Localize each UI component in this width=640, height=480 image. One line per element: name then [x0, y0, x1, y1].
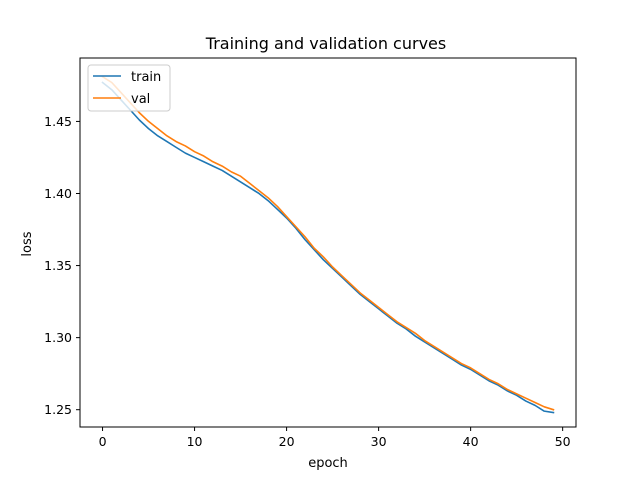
legend-label-val: val [131, 92, 150, 107]
x-tick-label: 40 [463, 434, 479, 449]
series-line-val [101, 75, 555, 411]
x-tick-label: 10 [187, 434, 203, 449]
axes-frame [79, 57, 577, 428]
x-tick-label: 20 [279, 434, 295, 449]
x-tick-label: 0 [99, 434, 107, 449]
y-axis-label: loss [20, 231, 35, 256]
series-line-train [101, 81, 555, 414]
legend: train val [87, 64, 171, 112]
y-tick-label: 1.30 [44, 330, 72, 345]
legend-label-train: train [131, 70, 161, 85]
chart-title: Training and validation curves [205, 34, 446, 53]
y-tick-label: 1.35 [44, 258, 72, 273]
x-axis-label: epoch [308, 456, 348, 471]
axes-layer: 0 10 20 30 40 50 1.25 1.30 1.35 1.40 1.45 [44, 57, 577, 449]
x-tick-label: 50 [555, 434, 571, 449]
y-tick-label: 1.45 [44, 114, 72, 129]
y-tick-label: 1.40 [44, 186, 72, 201]
series-layer [101, 75, 555, 414]
x-tick-label: 30 [371, 434, 387, 449]
y-tick-label: 1.25 [44, 402, 72, 417]
